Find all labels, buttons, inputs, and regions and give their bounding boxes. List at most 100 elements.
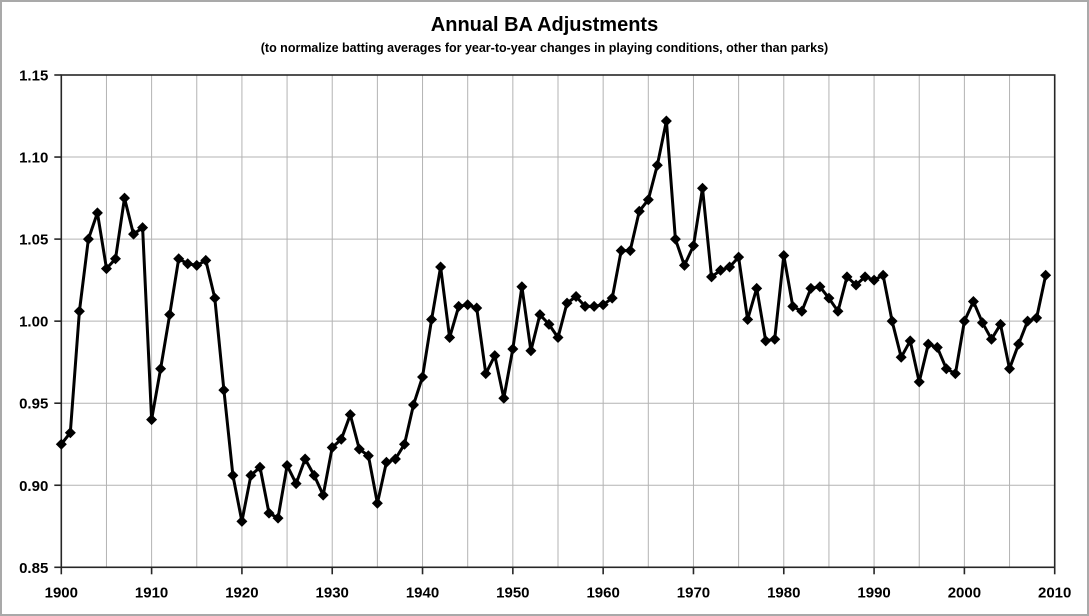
data-point-marker <box>769 333 781 345</box>
data-point-marker <box>164 309 176 321</box>
data-point-marker <box>615 245 627 257</box>
data-point-marker <box>597 299 609 311</box>
data-point-marker <box>155 363 167 375</box>
x-tick-label: 1960 <box>586 584 619 601</box>
data-point-marker <box>805 282 817 294</box>
data-point-marker <box>417 371 429 383</box>
data-point-marker <box>200 254 212 266</box>
data-point-marker <box>227 469 239 481</box>
data-point-marker <box>119 192 131 204</box>
data-point-marker <box>236 515 248 527</box>
data-point-marker <box>317 489 329 501</box>
data-point-marker <box>751 282 763 294</box>
data-point-marker <box>371 497 383 509</box>
data-point-marker <box>995 318 1007 330</box>
data-point-marker <box>218 384 230 396</box>
x-tick-label: 2010 <box>1038 584 1071 601</box>
data-point-marker <box>128 228 140 240</box>
chart-subtitle: (to normalize batting averages for year-… <box>260 41 829 55</box>
x-tick-label: 1910 <box>135 584 168 601</box>
data-point-marker <box>724 261 736 273</box>
data-point-marker <box>380 456 392 468</box>
data-point-marker <box>823 292 835 304</box>
data-point-marker <box>100 263 112 275</box>
data-point-marker <box>525 345 537 357</box>
data-point-marker <box>173 253 185 265</box>
data-point-marker <box>73 305 85 317</box>
data-point-marker <box>940 363 952 375</box>
data-point-marker <box>498 392 510 404</box>
data-point-marker <box>976 317 988 329</box>
data-point-marker <box>570 291 582 303</box>
x-tick-label: 1980 <box>767 584 800 601</box>
y-tick-label: 0.95 <box>19 396 48 413</box>
data-point-marker <box>462 299 474 311</box>
data-point-marker <box>182 258 194 270</box>
data-point-marker <box>715 264 727 276</box>
data-point-marker <box>344 409 356 421</box>
data-point-marker <box>290 478 302 490</box>
data-point-marker <box>706 271 718 283</box>
data-point-marker <box>931 341 943 353</box>
data-point-marker <box>588 300 600 312</box>
data-point-marker <box>1013 338 1025 350</box>
data-point-marker <box>922 338 934 350</box>
data-point-marker <box>742 314 754 326</box>
data-point-marker <box>814 281 826 293</box>
data-point-marker <box>534 309 546 321</box>
data-point-marker <box>1004 363 1016 375</box>
data-point-marker <box>471 302 483 314</box>
data-point-marker <box>624 245 636 257</box>
data-point-marker <box>91 207 103 219</box>
data-point-marker <box>398 438 410 450</box>
data-point-marker <box>913 376 925 388</box>
data-point-marker <box>796 305 808 317</box>
y-tick-label: 0.90 <box>19 478 48 495</box>
data-point-marker <box>696 182 708 194</box>
y-tick-label: 1.05 <box>19 232 48 249</box>
data-point-marker <box>850 279 862 291</box>
data-point-marker <box>263 507 275 519</box>
x-tick-label: 2000 <box>948 584 981 601</box>
data-point-marker <box>895 351 907 363</box>
data-point-marker <box>985 333 997 345</box>
data-point-marker <box>967 295 979 307</box>
data-point-marker <box>1022 315 1034 327</box>
chart-title: Annual BA Adjustments <box>430 14 659 36</box>
data-point-marker <box>841 271 853 283</box>
x-tick-label: 1950 <box>496 584 529 601</box>
data-point-marker <box>1031 312 1043 324</box>
data-point-marker <box>760 335 772 347</box>
data-point-marker <box>507 343 519 355</box>
data-point-marker <box>489 350 501 362</box>
data-point-marker <box>408 399 420 411</box>
y-tick-label: 1.15 <box>19 68 48 85</box>
data-point-marker <box>733 251 745 263</box>
data-point-marker <box>1040 269 1052 281</box>
data-point-marker <box>55 438 67 450</box>
data-point-marker <box>868 274 880 286</box>
data-point-marker <box>389 453 401 465</box>
data-point-marker <box>669 233 681 245</box>
data-point-marker <box>480 368 492 380</box>
data-point-marker <box>281 460 293 472</box>
x-tick-label: 1930 <box>316 584 349 601</box>
data-point-marker <box>958 315 970 327</box>
data-point-marker <box>335 433 347 445</box>
data-point-marker <box>606 292 618 304</box>
data-point-marker <box>660 115 672 127</box>
data-point-marker <box>633 205 645 217</box>
data-point-marker <box>426 314 438 326</box>
data-point-marker <box>579 300 591 312</box>
data-point-marker <box>137 222 149 234</box>
data-point-marker <box>832 305 844 317</box>
data-point-marker <box>859 271 871 283</box>
data-point-marker <box>146 414 158 426</box>
data-point-marker <box>642 194 654 206</box>
data-point-marker <box>552 332 564 344</box>
data-point-marker <box>64 427 76 439</box>
data-point-marker <box>877 269 889 281</box>
data-point-marker <box>516 281 528 293</box>
data-point-marker <box>787 300 799 312</box>
